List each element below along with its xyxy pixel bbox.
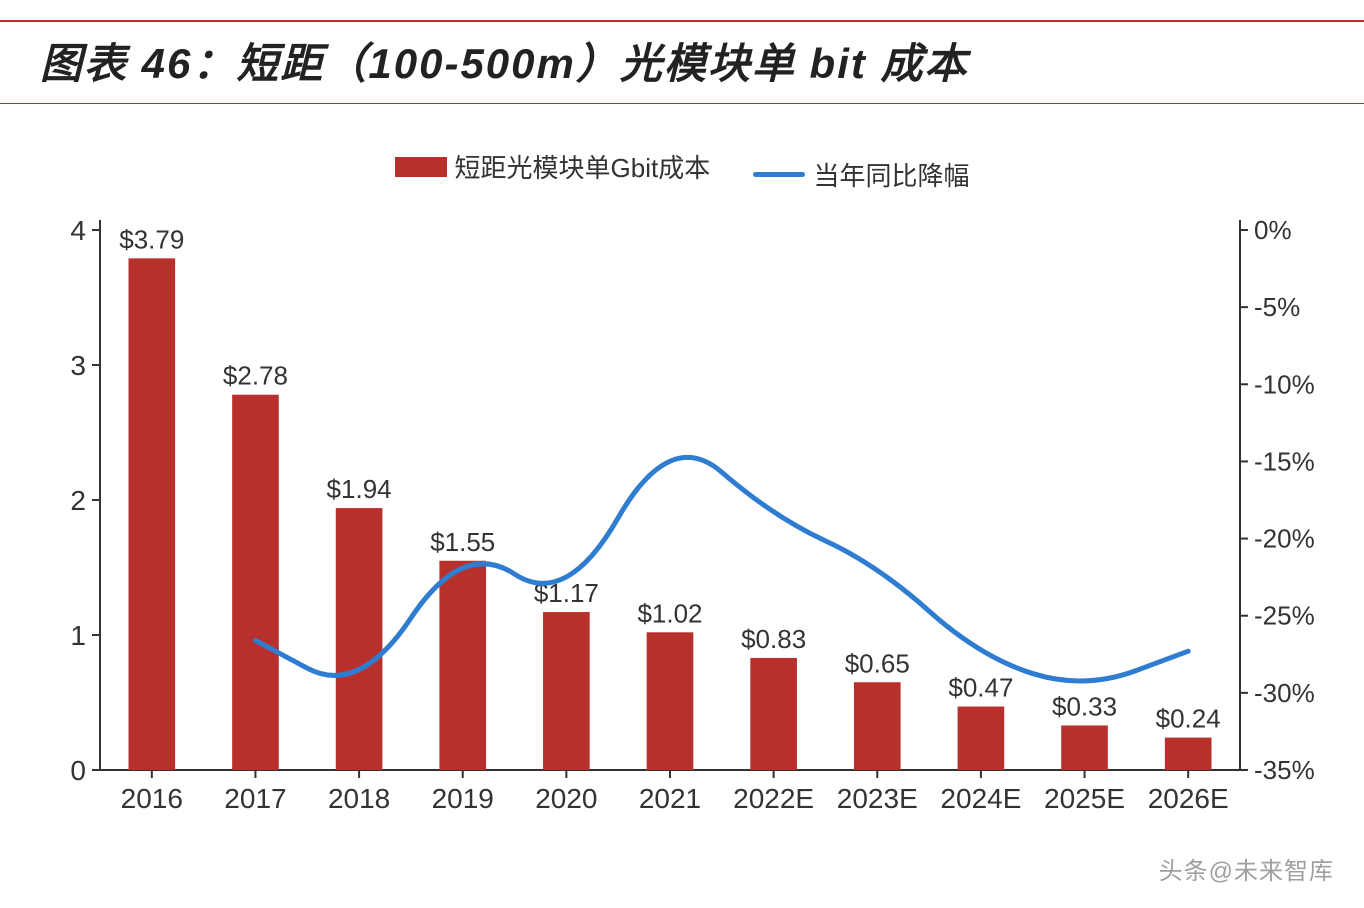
svg-text:2016: 2016 <box>121 783 183 814</box>
chart-title: 图表 46：短距（100-500m）光模块单 bit 成本 <box>40 40 969 87</box>
svg-text:$0.65: $0.65 <box>845 648 910 678</box>
svg-text:2025E: 2025E <box>1044 783 1125 814</box>
svg-text:2: 2 <box>70 485 86 516</box>
svg-text:$0.24: $0.24 <box>1156 704 1221 734</box>
bar <box>336 508 383 770</box>
svg-text:$1.94: $1.94 <box>327 474 392 504</box>
svg-text:4: 4 <box>70 215 86 246</box>
legend: 短距光模块单Gbit成本 当年同比降幅 <box>0 148 1364 193</box>
svg-text:2023E: 2023E <box>837 783 918 814</box>
svg-text:-20%: -20% <box>1254 524 1315 554</box>
svg-text:-10%: -10% <box>1254 369 1315 399</box>
watermark: 头条@未来智库 <box>1159 851 1334 886</box>
svg-text:2019: 2019 <box>432 783 494 814</box>
plot-area: 012340%-5%-10%-15%-20%-25%-30%-35%201620… <box>80 210 1260 820</box>
svg-text:$1.02: $1.02 <box>637 598 702 628</box>
svg-text:0: 0 <box>70 755 86 786</box>
svg-text:-5%: -5% <box>1254 292 1300 322</box>
plot-svg: 012340%-5%-10%-15%-20%-25%-30%-35%201620… <box>80 210 1260 820</box>
bar <box>750 658 797 770</box>
legend-line: 当年同比降幅 <box>753 156 969 193</box>
svg-text:2024E: 2024E <box>940 783 1021 814</box>
legend-bar-label: 短距光模块单Gbit成本 <box>455 148 711 185</box>
svg-text:2017: 2017 <box>224 783 286 814</box>
bar <box>439 561 486 770</box>
svg-text:2021: 2021 <box>639 783 701 814</box>
legend-line-label: 当年同比降幅 <box>813 156 969 193</box>
chart-container: 图表 46：短距（100-500m）光模块单 bit 成本 短距光模块单Gbit… <box>0 0 1364 908</box>
svg-text:2022E: 2022E <box>733 783 814 814</box>
svg-text:$0.47: $0.47 <box>948 673 1013 703</box>
legend-line-swatch <box>753 172 805 177</box>
bar <box>854 682 901 770</box>
bar <box>958 707 1005 770</box>
line-series <box>255 457 1188 681</box>
svg-text:2018: 2018 <box>328 783 390 814</box>
svg-text:$3.79: $3.79 <box>119 224 184 254</box>
bar <box>647 632 694 770</box>
bar <box>1061 725 1108 770</box>
svg-text:$1.55: $1.55 <box>430 527 495 557</box>
legend-bar: 短距光模块单Gbit成本 <box>395 148 711 185</box>
bar <box>232 395 279 770</box>
svg-text:-25%: -25% <box>1254 601 1315 631</box>
title-block: 图表 46：短距（100-500m）光模块单 bit 成本 <box>0 20 1364 104</box>
svg-text:0%: 0% <box>1254 215 1292 245</box>
svg-text:1: 1 <box>70 620 86 651</box>
bar <box>1165 738 1212 770</box>
legend-bar-swatch <box>395 157 447 177</box>
svg-text:-30%: -30% <box>1254 678 1315 708</box>
svg-text:2026E: 2026E <box>1148 783 1229 814</box>
svg-text:3: 3 <box>70 350 86 381</box>
svg-text:-35%: -35% <box>1254 755 1315 785</box>
svg-text:$2.78: $2.78 <box>223 361 288 391</box>
svg-text:2020: 2020 <box>535 783 597 814</box>
svg-text:$0.83: $0.83 <box>741 624 806 654</box>
svg-text:-15%: -15% <box>1254 446 1315 476</box>
bar <box>129 258 176 770</box>
svg-text:$0.33: $0.33 <box>1052 691 1117 721</box>
bar <box>543 612 590 770</box>
